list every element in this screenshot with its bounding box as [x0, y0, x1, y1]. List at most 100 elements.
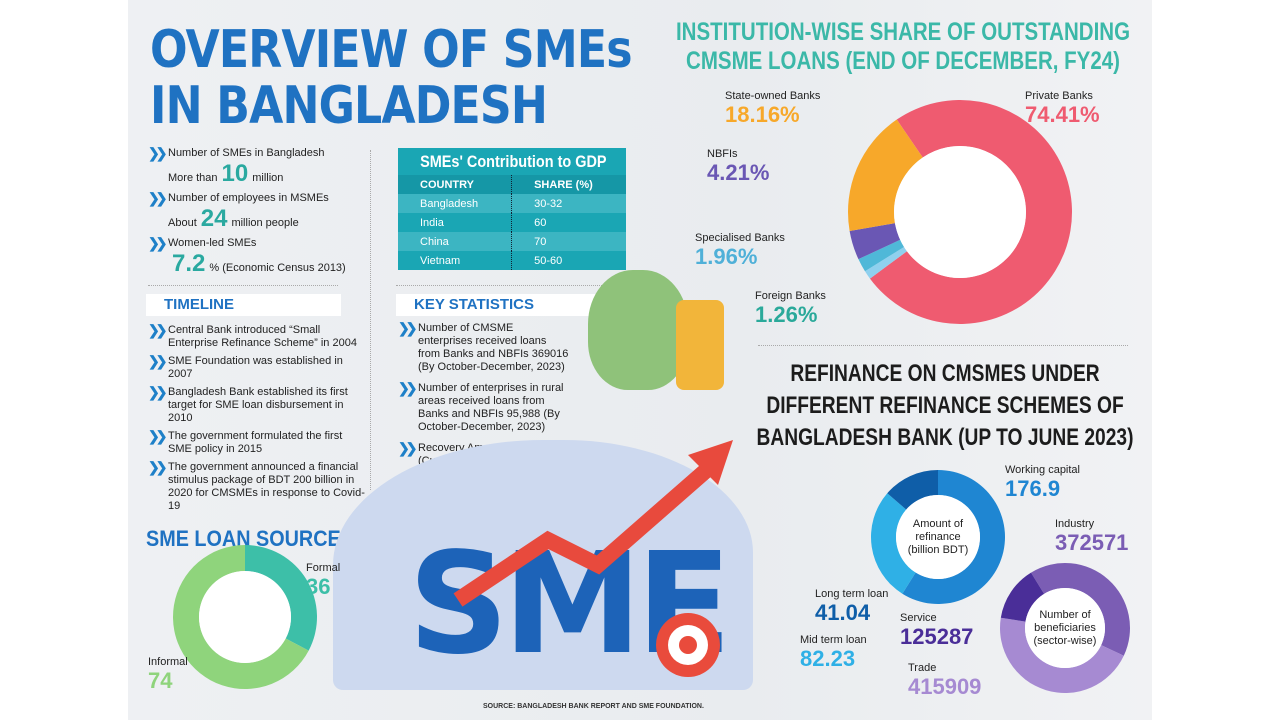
slice-value: 125287 — [900, 624, 974, 649]
timeline-item: ❯❯ Central Bank introduced “Small Enterpr… — [148, 322, 368, 350]
slice-value: 1.96% — [695, 244, 758, 269]
fact-item: ❯❯ Number of SMEs in Bangladesh More than 1… — [148, 146, 363, 192]
donut-slice-private-banks — [869, 100, 1073, 325]
slice-value: 74.41% — [1025, 102, 1100, 127]
slice-label: NBFIs — [707, 148, 738, 160]
chevron-right-icon: ❯❯ — [148, 235, 168, 251]
source-note: SOURCE: BANGLADESH BANK REPORT AND SME F… — [483, 703, 704, 710]
title-line: OVERVIEW OF SMEs — [150, 20, 633, 80]
donut-hole — [896, 495, 980, 579]
donut-slice-nbfis — [849, 223, 901, 260]
table-cell: Vietnam — [420, 254, 461, 267]
chevron-right-icon: ❯❯ — [148, 190, 168, 206]
table-cell: COUNTRY — [420, 178, 474, 191]
slice-label: State-owned Banks — [725, 90, 821, 102]
donut-slice-trade — [1000, 617, 1124, 694]
key-stat-text: Number of enterprises in rural areas rec… — [418, 382, 564, 433]
fact-suffix: % (Economic Census 2013) — [209, 262, 346, 274]
fact-suffix: million people — [231, 217, 299, 229]
donut-slice-formal — [245, 545, 317, 651]
slice-value: 36 — [306, 574, 331, 599]
slice-label: Mid term loan — [800, 634, 867, 646]
chevron-right-icon: ❯❯ — [148, 145, 168, 161]
slice-label: Informal — [148, 656, 188, 668]
timeline-item: ❯❯ The government announced a financial s… — [148, 459, 368, 513]
timeline-item: ❯❯ The government formulated the first SM… — [148, 428, 368, 456]
donut-hole — [1025, 588, 1105, 668]
table-cell: 60 — [511, 213, 626, 232]
divider — [148, 285, 338, 286]
donut-slice-mid-term-loan — [871, 493, 916, 594]
slice-value: 4.21% — [707, 160, 770, 185]
page-title: OVERVIEW OF SMEs IN BANGLADESH — [150, 20, 633, 134]
fact-item: ❯❯ Women-led SMEs 7.2% (Economic Census 20… — [148, 236, 363, 282]
donut-slice-informal — [173, 545, 309, 689]
table-cell: Bangladesh — [420, 197, 479, 210]
donut-slice-long-term-loan — [887, 470, 938, 510]
fact-value: 7.2 — [172, 250, 206, 277]
table-row: Vietnam 50-60 — [398, 251, 626, 270]
table-header-row: COUNTRY SHARE (%) — [398, 175, 626, 194]
slice-value: 1.26% — [755, 302, 818, 327]
slice-label: Service — [900, 612, 937, 624]
key-stat-item: ❯❯ Number of CMSME enterprises received l… — [398, 320, 570, 374]
chevron-right-icon: ❯❯ — [148, 459, 168, 475]
slice-label: Private Banks — [1025, 90, 1093, 102]
donut-slice-working-capital — [902, 470, 1005, 604]
table-cell: SHARE (%) — [511, 175, 626, 194]
timeline-item: ❯❯ Bangladesh Bank established its first … — [148, 384, 368, 425]
donut-slice-service — [1000, 572, 1045, 622]
chevron-right-icon: ❯❯ — [148, 428, 168, 444]
fact-value-line: About 24 million people — [168, 205, 363, 237]
donut-slice-specialised-banks — [858, 239, 905, 272]
slice-label: Trade — [908, 662, 937, 674]
slice-label: Long term loan — [815, 588, 889, 600]
timeline-heading: TIMELINE — [146, 294, 341, 316]
table-cell: India — [420, 216, 444, 229]
institution-chart-title: INSTITUTION-WISE SHARE OF OUTSTANDING CM… — [675, 18, 1131, 75]
slice-value: 415909 — [908, 674, 982, 699]
key-stat-text: Number of CMSME enterprises received loa… — [418, 322, 569, 373]
donut-hole — [199, 571, 291, 663]
fact-value: 24 — [200, 205, 228, 232]
fact-suffix: million — [252, 172, 284, 184]
fact-label: Number of employees in MSMEs — [168, 192, 329, 204]
chevron-right-icon: ❯❯ — [148, 384, 168, 400]
slice-value: 372571 — [1055, 530, 1129, 555]
divider — [396, 285, 606, 286]
timeline-item: ❯❯ SME Foundation was established in 2007 — [148, 353, 368, 381]
chevron-right-icon: ❯❯ — [148, 322, 168, 338]
chevron-right-icon: ❯❯ — [398, 320, 418, 336]
fact-prefix: About — [168, 217, 197, 229]
table-row: China 70 — [398, 232, 626, 251]
slice-label: Specialised Banks — [695, 232, 785, 244]
charts-layer — [173, 100, 1130, 694]
fact-value-line: 7.2% (Economic Census 2013) — [168, 250, 363, 282]
donut-center-label: Number of beneficiaries (sector-wise) — [1033, 609, 1097, 647]
donut-slice-foreign-banks — [864, 246, 907, 279]
timeline-text: Bangladesh Bank established its first ta… — [168, 386, 348, 424]
infographic: OVERVIEW OF SMEs IN BANGLADESH SMEs' Cont… — [128, 0, 1152, 720]
slice-value: 74 — [148, 668, 173, 693]
slice-value: 41.04 — [815, 600, 871, 625]
key-stat-item: ❯❯ Number of enterprises in rural areas r… — [398, 380, 570, 434]
chevron-right-icon: ❯❯ — [398, 380, 418, 396]
chevron-right-icon: ❯❯ — [148, 353, 168, 369]
table-row: India 60 — [398, 213, 626, 232]
fact-value: 10 — [221, 160, 249, 187]
slice-label: Foreign Banks — [755, 290, 826, 302]
slice-value: 18.16% — [725, 102, 800, 127]
gdp-table-title: SMEs' Contribution to GDP — [420, 152, 607, 171]
donut-hole — [894, 146, 1026, 278]
table-cell: 70 — [511, 232, 626, 251]
divider — [370, 150, 371, 490]
money-bag-illustration — [588, 270, 688, 390]
table-row: Bangladesh 30-32 — [398, 194, 626, 213]
fact-prefix: More than — [168, 172, 218, 184]
table-cell: China — [420, 235, 449, 248]
timeline-text: The government announced a financial sti… — [168, 461, 365, 512]
donut-center-label: Amount of refinance (billion BDT) — [907, 518, 969, 556]
slice-label: Working capital — [1005, 464, 1080, 476]
chevron-right-icon: ❯❯ — [398, 440, 418, 456]
table-cell: 30-32 — [511, 194, 626, 213]
